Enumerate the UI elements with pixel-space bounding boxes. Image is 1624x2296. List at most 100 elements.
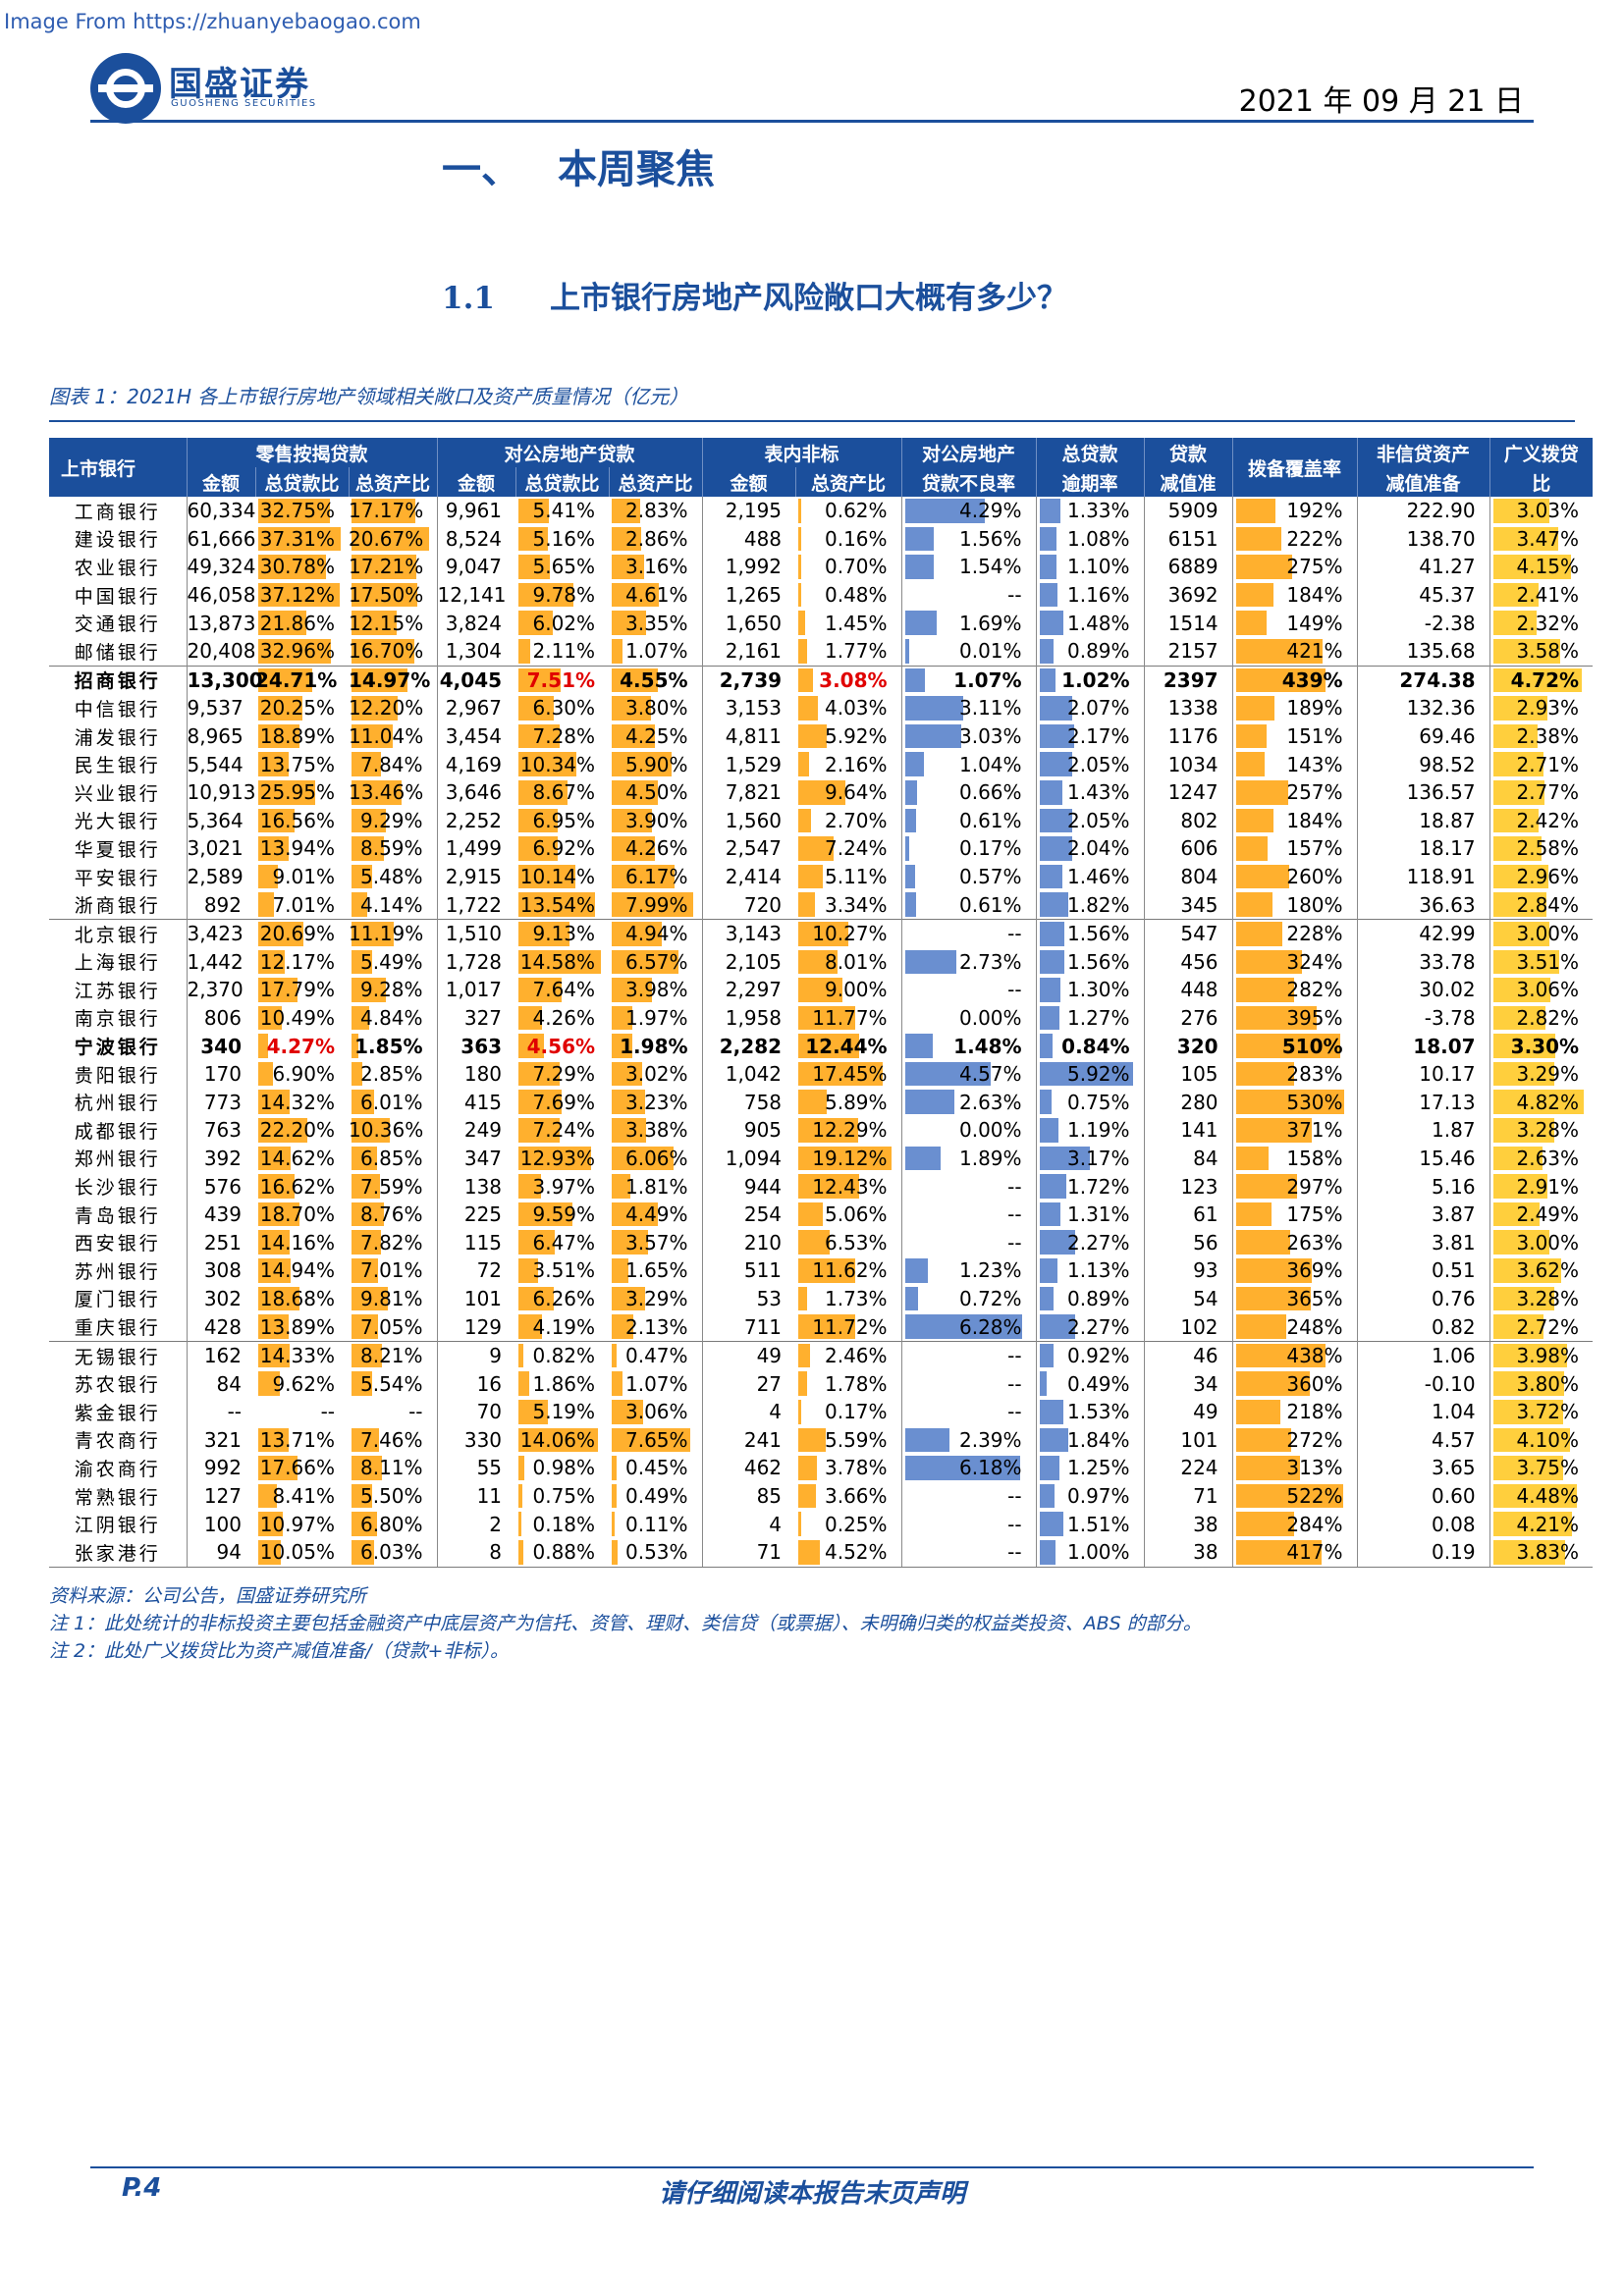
cell-overdue-rate: 1.56% [1035,947,1145,977]
cell-corp-npl: -- [900,1481,1037,1511]
cell-corp-amount: 101 [436,1284,516,1313]
cell-noncredit-impairment: 0.51 [1356,1256,1490,1285]
cell-value: 38 [1193,1540,1218,1565]
data-bar [518,582,574,608]
cell-noncredit-impairment: 0.08 [1356,1510,1490,1538]
cell-value: 3.80% [1516,1371,1580,1396]
cell-noncredit-impairment: 18.07 [1356,1032,1490,1060]
cell-value: 1.48% [1067,611,1130,635]
cell-broad-provision: 3.83% [1489,1537,1594,1568]
subheader-impairment: 减值准 [1143,467,1233,497]
cell-corp-loan-ratio: 6.26% [515,1285,609,1313]
cell-value: 254 [743,1202,783,1227]
cell-broad-provision: 2.63% [1489,1144,1594,1173]
table-row: 无锡银行 162 14.33% 8.21% 9 0.82% 0.47% 49 2.46% -- 0.… [49,1340,1594,1370]
cell-noncredit-impairment: 222.90 [1356,497,1490,525]
header-divider [90,120,1534,123]
cell-corp-amount: 1,722 [436,890,516,920]
cell-retail-asset-ratio: 1.85% [349,1032,437,1060]
cell-retail-asset-ratio: 6.01% [349,1088,437,1116]
cell-nonstd-amount: 4 [701,1510,796,1538]
cell-broad-provision: 2.71% [1489,750,1594,778]
cell-value: 0.66% [959,780,1022,805]
cell-value: 162 [203,1344,242,1368]
data-bar [798,1427,826,1453]
data-bar [352,892,367,917]
cell-value: 462 [743,1456,783,1480]
cell-corp-loan-ratio: 6.95% [515,807,609,835]
cell-value: 2,414 [725,865,783,889]
cell-value: 297% [1286,1174,1343,1199]
data-bar [1235,1118,1313,1143]
cell-corp-loan-ratio: 5.41% [515,497,609,525]
cell-nonstd-asset-ratio: 1.73% [795,1285,901,1313]
cell-loan-impairment: 276 [1143,1003,1233,1033]
cell-retail-amount: 162 [186,1340,255,1370]
cell-noncredit-impairment: 4.57 [1356,1425,1490,1455]
cell-corp-asset-ratio: 1.97% [609,1004,702,1033]
cell-corp-npl: -- [900,1200,1037,1229]
data-bar [612,892,694,917]
data-bar [798,723,828,749]
cell-value: 1.69% [959,611,1022,635]
cell-retail-loan-ratio: 14.16% [255,1228,349,1256]
cell-value: 1.98% [620,1034,688,1058]
cell-nonstd-amount: 241 [701,1425,796,1455]
data-bar [1492,696,1548,721]
data-bar [1039,808,1072,833]
cell-value: 18.68% [259,1286,335,1310]
cell-retail-amount: 46,058 [186,580,255,610]
cell-overdue-rate: 1.72% [1035,1172,1145,1201]
figure-caption: 图表 1：2021H 各上市银行房地产领域相关敞口及资产质量情况（亿元） [49,385,689,408]
data-bar [1039,1258,1057,1283]
cell-value: 5.11% [825,865,888,889]
cell-provision-coverage: 180% [1231,890,1358,920]
cell-value: 10.05% [259,1540,335,1565]
data-bar [518,921,570,946]
cell-provision-coverage: 260% [1231,862,1358,891]
table-row: 苏农银行 84 9.62% 5.54% 16 1.86% 1.07% 27 1.78% -- 0.4… [49,1369,1594,1398]
cell-value: 4.82% [1516,1090,1580,1114]
data-bar [612,696,651,721]
cell-retail-asset-ratio: 2.85% [349,1060,437,1089]
data-bar [258,499,331,523]
cell-value: 2.07% [1067,696,1130,721]
cell-value: 14.16% [259,1230,335,1255]
cell-value: 7.99% [624,892,688,917]
cell-noncredit-impairment: 18.17 [1356,834,1490,863]
note-1: 注 1：此处统计的非标投资主要包括金融资产中底层资产为信托、资管、理财、类信贷（… [49,1613,1202,1634]
cell-value: 21.86% [259,611,335,635]
watermark-text: Image From https://zhuanyebaogao.com [4,10,421,33]
cell-value: 14.33% [259,1344,335,1368]
cell-overdue-rate: 2.04% [1035,834,1145,863]
data-bar [518,1483,523,1509]
data-bar [518,1427,598,1453]
cell-value: 8 [489,1540,503,1565]
cell-value: 61,666 [187,526,256,551]
cell-overdue-rate: 1.82% [1035,890,1145,920]
cell-broad-provision: 4.48% [1489,1481,1594,1511]
cell-corp-asset-ratio: 3.80% [609,694,702,722]
cell-corp-asset-ratio: 0.45% [609,1454,702,1482]
data-bar [1492,1061,1555,1087]
cell-value: 363 [460,1034,503,1058]
cell-value: 14.97% [349,667,431,692]
cell-nonstd-asset-ratio: 3.66% [795,1482,901,1511]
cell-value: 456 [1180,949,1218,974]
cell-value: 369% [1286,1258,1343,1283]
table-row: 青农商行 321 13.71% 7.46% 330 14.06% 7.65% 241 5.59%… [49,1425,1594,1455]
cell-value: 1,094 [725,1146,783,1170]
cell-value: 488 [743,526,783,551]
cell-value: 4.25% [624,724,688,749]
cell-value: 170 [203,1062,242,1087]
cell-retail-loan-ratio: 25.95% [255,778,349,807]
cell-corp-loan-ratio: 9.59% [515,1201,609,1229]
cell-corp-npl: 1.04% [900,750,1037,778]
table-row: 江苏银行 2,370 17.79% 9.28% 1,017 7.64% 3.98% 2,297… [49,976,1594,1004]
cell-loan-impairment: 1034 [1143,750,1233,778]
cell-value: 20.67% [349,526,424,551]
cell-noncredit-impairment: 18.87 [1356,806,1490,835]
data-bar [1235,892,1273,917]
cell-noncredit-impairment: 5.16 [1356,1172,1490,1201]
data-bar [258,582,341,608]
